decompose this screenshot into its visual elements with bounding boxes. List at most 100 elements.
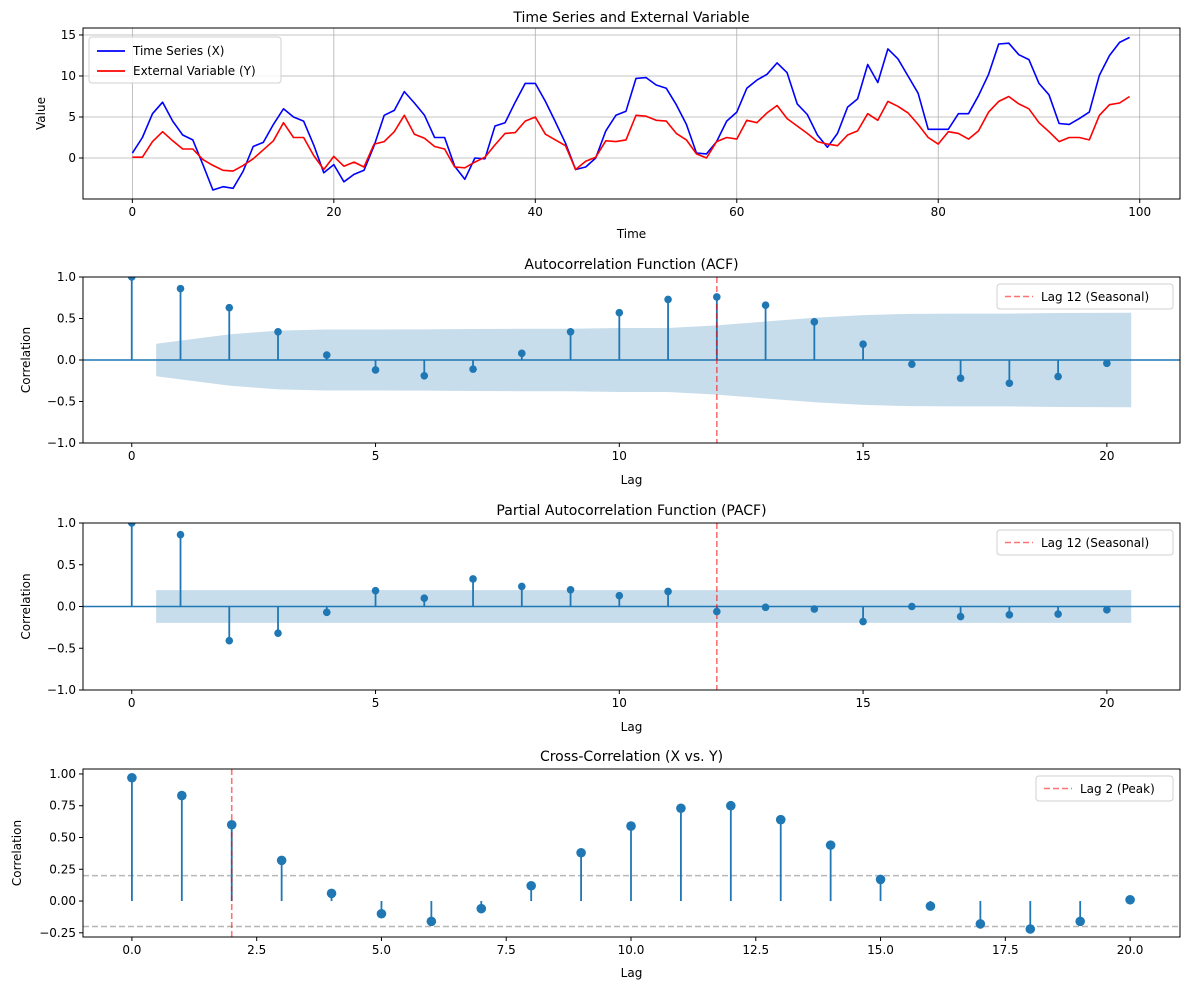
legend-label: Lag 12 (Seasonal) [1041,290,1149,304]
stem-marker [274,327,282,336]
chart-title: Partial Autocorrelation Function (PACF) [496,503,766,519]
stem-marker [127,277,136,281]
x-tick-label: 100 [1128,205,1151,219]
stem-marker [664,587,672,596]
chart-title: Autocorrelation Function (ACF) [524,257,738,273]
x-tick-label: 17.5 [992,943,1019,957]
plot-area [83,523,1180,690]
legend: Lag 12 (Seasonal) [996,283,1174,310]
stem-marker [713,607,721,616]
stem-marker [925,901,936,911]
y-tick-label: −0.5 [47,641,76,655]
stem-marker [225,636,234,645]
x-tick-label: 0 [129,205,137,219]
y-tick-label: 0.5 [57,558,76,572]
y-tick-label: 5 [68,110,76,124]
stem-marker [469,575,477,583]
stem-marker [176,530,185,539]
y-tick-label: −0.25 [39,926,76,940]
x-tick-label: 0 [128,696,136,710]
legend-label: Time Series (X) [132,44,224,58]
stem-marker [1103,606,1111,614]
stem-marker [426,916,437,927]
y-axis-label: Correlation [10,820,24,886]
stem-marker [761,301,770,310]
x-axis-label: Lag [621,473,643,487]
x-axis-label: Time [616,227,646,241]
stem-marker [518,349,526,358]
stem-marker [226,819,237,830]
x-tick-label: 12.5 [742,943,769,957]
y-axis-label: Correlation [19,327,33,393]
x-tick-label: 15 [855,696,870,710]
series-line-2 [132,95,1131,172]
x-axis-label: Lag [621,720,643,734]
stem-marker [1103,359,1111,368]
stem-marker [1025,924,1036,934]
y-tick-label: 10 [61,69,76,83]
stem-marker [322,608,331,617]
x-tick-label: 10.0 [618,943,645,957]
legend-label: Lag 2 (Peak) [1080,782,1155,796]
stem-marker [420,371,429,380]
stem-marker [274,629,282,638]
legend-box [996,283,1174,310]
y-tick-label: 1.0 [57,516,76,530]
x-tick-label: 0.0 [122,943,141,957]
stem-marker [626,821,636,831]
y-tick-label: −1.0 [47,683,76,697]
stem-marker [518,582,526,591]
stem-marker [956,612,965,621]
stem-marker [526,880,536,891]
y-tick-label: 15 [61,28,76,42]
stem-marker [420,594,429,602]
legend: Lag 2 (Peak) [1035,775,1174,802]
stem-marker [775,814,786,825]
stem-marker [1005,379,1014,388]
y-tick-label: 0.0 [57,600,76,614]
stem-marker [1054,610,1062,618]
stem-marker [1075,916,1085,927]
stem-marker [1054,372,1062,381]
legend-box [88,36,282,84]
x-tick-label: 20 [1099,696,1114,710]
y-tick-label: 0.5 [57,312,76,326]
x-tick-label: 0 [128,449,136,463]
x-tick-label: 80 [931,205,946,219]
stem-marker [810,605,819,613]
y-tick-label: −0.5 [47,395,76,409]
plot-area [83,28,1180,199]
x-tick-label: 15.0 [867,943,894,957]
stem-marker [576,847,586,858]
stem-marker [859,340,867,349]
x-tick-label: 20 [1099,449,1114,463]
stem-marker [859,617,867,626]
x-tick-label: 5.0 [372,943,391,957]
y-tick-label: 1.0 [57,270,76,284]
stem-marker [127,772,137,783]
stem-marker [322,351,331,359]
stem-marker [566,327,575,336]
stem-marker [975,919,986,929]
legend-label: External Variable (Y) [133,64,256,78]
subplot-2: 0 5 10 15 20 −1.0 −0.5 0.0 0.5 1.0 Autocorrelation… [19,257,1181,487]
y-tick-label: 0.0 [57,353,76,367]
y-tick-label: 0.25 [49,862,76,876]
y-axis-label: Value [34,97,48,130]
stem-marker [371,366,380,374]
x-tick-label: 2.5 [247,943,266,957]
stem-marker [376,908,387,919]
y-axis-label: Correlation [19,573,33,639]
y-tick-label: 0.50 [49,830,76,844]
stem-marker [1005,611,1014,619]
stem-marker [956,374,965,383]
y-tick-label: 0 [68,151,76,165]
subplot-1: 0 20 40 60 80 100 0 5 10 15 Time Series and Extern… [34,10,1181,241]
stem-marker [726,800,736,811]
plot-area [83,769,1180,937]
plot-area [83,277,1180,443]
stem-marker [908,360,916,368]
stem-marker [713,293,721,301]
stem-marker [176,284,185,293]
